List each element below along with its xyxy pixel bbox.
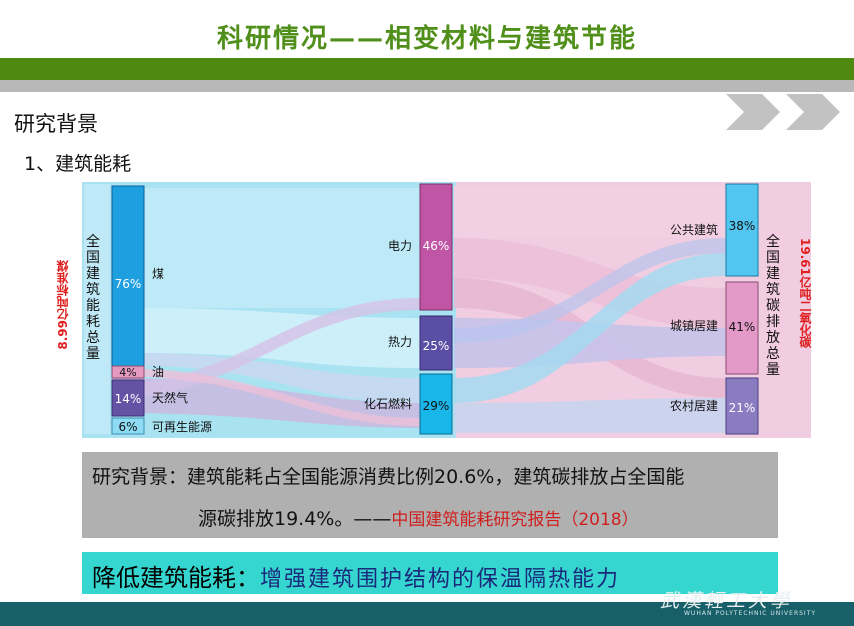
node-renewable — [111, 417, 145, 435]
node-public-label: 公共建筑 — [670, 222, 718, 237]
title-band-gray — [0, 80, 854, 92]
node-renewable-value: 6% — [118, 420, 137, 434]
chevron-arrows-icon — [726, 94, 840, 130]
node-fossil-label: 化石燃料 — [364, 396, 412, 411]
total-emission-vertical-label: 全国建筑碳排放总量 — [766, 234, 780, 378]
node-urban-label: 城镇居建 — [670, 319, 718, 333]
node-electric — [419, 183, 453, 311]
energy-sankey-diagram: 全国建筑能耗总量 76% 4% 14% 6% 煤 油 天然气 可再生能源 46%… — [82, 182, 811, 438]
node-gas-value: 14% — [115, 392, 142, 406]
left-total-value: 8.99亿吨标准煤 — [56, 260, 70, 350]
flow-fossil-public — [454, 253, 726, 403]
node-fossil — [419, 373, 453, 435]
background-text-line1: 研究背景：建筑能耗占全国能源消费比例20.6%，建筑碳排放占全国能 — [92, 466, 685, 488]
node-rural-label: 农村居建 — [670, 399, 718, 413]
flow-fossil-rural — [454, 398, 726, 433]
node-gas — [111, 379, 145, 417]
node-public — [725, 183, 759, 277]
node-coal — [111, 185, 145, 367]
node-coal-value: 76% — [115, 277, 142, 291]
background-text-line2-main: 源碳排放19.4%。—— — [198, 508, 392, 530]
flow-electric-public — [454, 186, 726, 238]
node-public-value: 38% — [729, 219, 756, 233]
node-electric-value: 46% — [423, 239, 450, 253]
section-heading: 研究背景 — [14, 112, 98, 136]
subsection-heading: 1、建筑能耗 — [24, 153, 132, 175]
node-gas-label: 天然气 — [152, 390, 188, 405]
node-electric-label: 电力 — [388, 239, 412, 253]
node-oil — [111, 365, 145, 379]
node-fossil-value: 29% — [423, 399, 450, 413]
footer-band — [0, 602, 854, 626]
node-urban-value: 41% — [729, 320, 756, 334]
node-heat-value: 25% — [423, 339, 450, 353]
node-oil-label: 油 — [152, 365, 164, 379]
title-band-green — [0, 58, 854, 80]
conclusion-body: 增强建筑围护结构的保温隔热能力 — [260, 567, 621, 592]
conclusion-lead: 降低建筑能耗： — [92, 564, 260, 592]
university-english-name: WUHAN POLYTECHNIC UNIVERSITY — [684, 610, 817, 617]
node-coal-label: 煤 — [152, 267, 164, 281]
node-rural-value: 21% — [729, 401, 756, 415]
right-total-value: 19.61亿吨二氧化碳 — [798, 238, 812, 348]
node-renewable-label: 可再生能源 — [152, 420, 212, 434]
flow-electric-urban — [454, 238, 726, 328]
conclusion-strip — [82, 552, 778, 594]
background-text-line2: 源碳排放19.4%。——中国建筑能耗研究报告（2018） — [198, 504, 639, 531]
conclusion-text: 降低建筑能耗：增强建筑围护结构的保温隔热能力 — [92, 558, 620, 593]
node-total-emission — [762, 184, 788, 434]
total-consumption-vertical-label: 全国建筑能耗总量 — [86, 234, 100, 362]
node-urban — [725, 281, 759, 375]
node-total-consumption — [84, 184, 110, 434]
flow-heat-public — [454, 238, 726, 343]
slide-title: 科研情况——相变材料与建筑节能 — [216, 24, 637, 54]
background-textbox — [82, 452, 778, 538]
node-oil-value: 4% — [119, 366, 136, 379]
node-heat-label: 热力 — [388, 335, 412, 349]
background-source: 中国建筑能耗研究报告（2018） — [391, 510, 639, 530]
node-rural — [725, 377, 759, 435]
node-heat — [419, 315, 453, 371]
university-logo: 武漢輕工大學 — [660, 590, 793, 612]
flow-coal-electric — [144, 188, 420, 308]
flow-oil-fossil — [112, 368, 420, 426]
